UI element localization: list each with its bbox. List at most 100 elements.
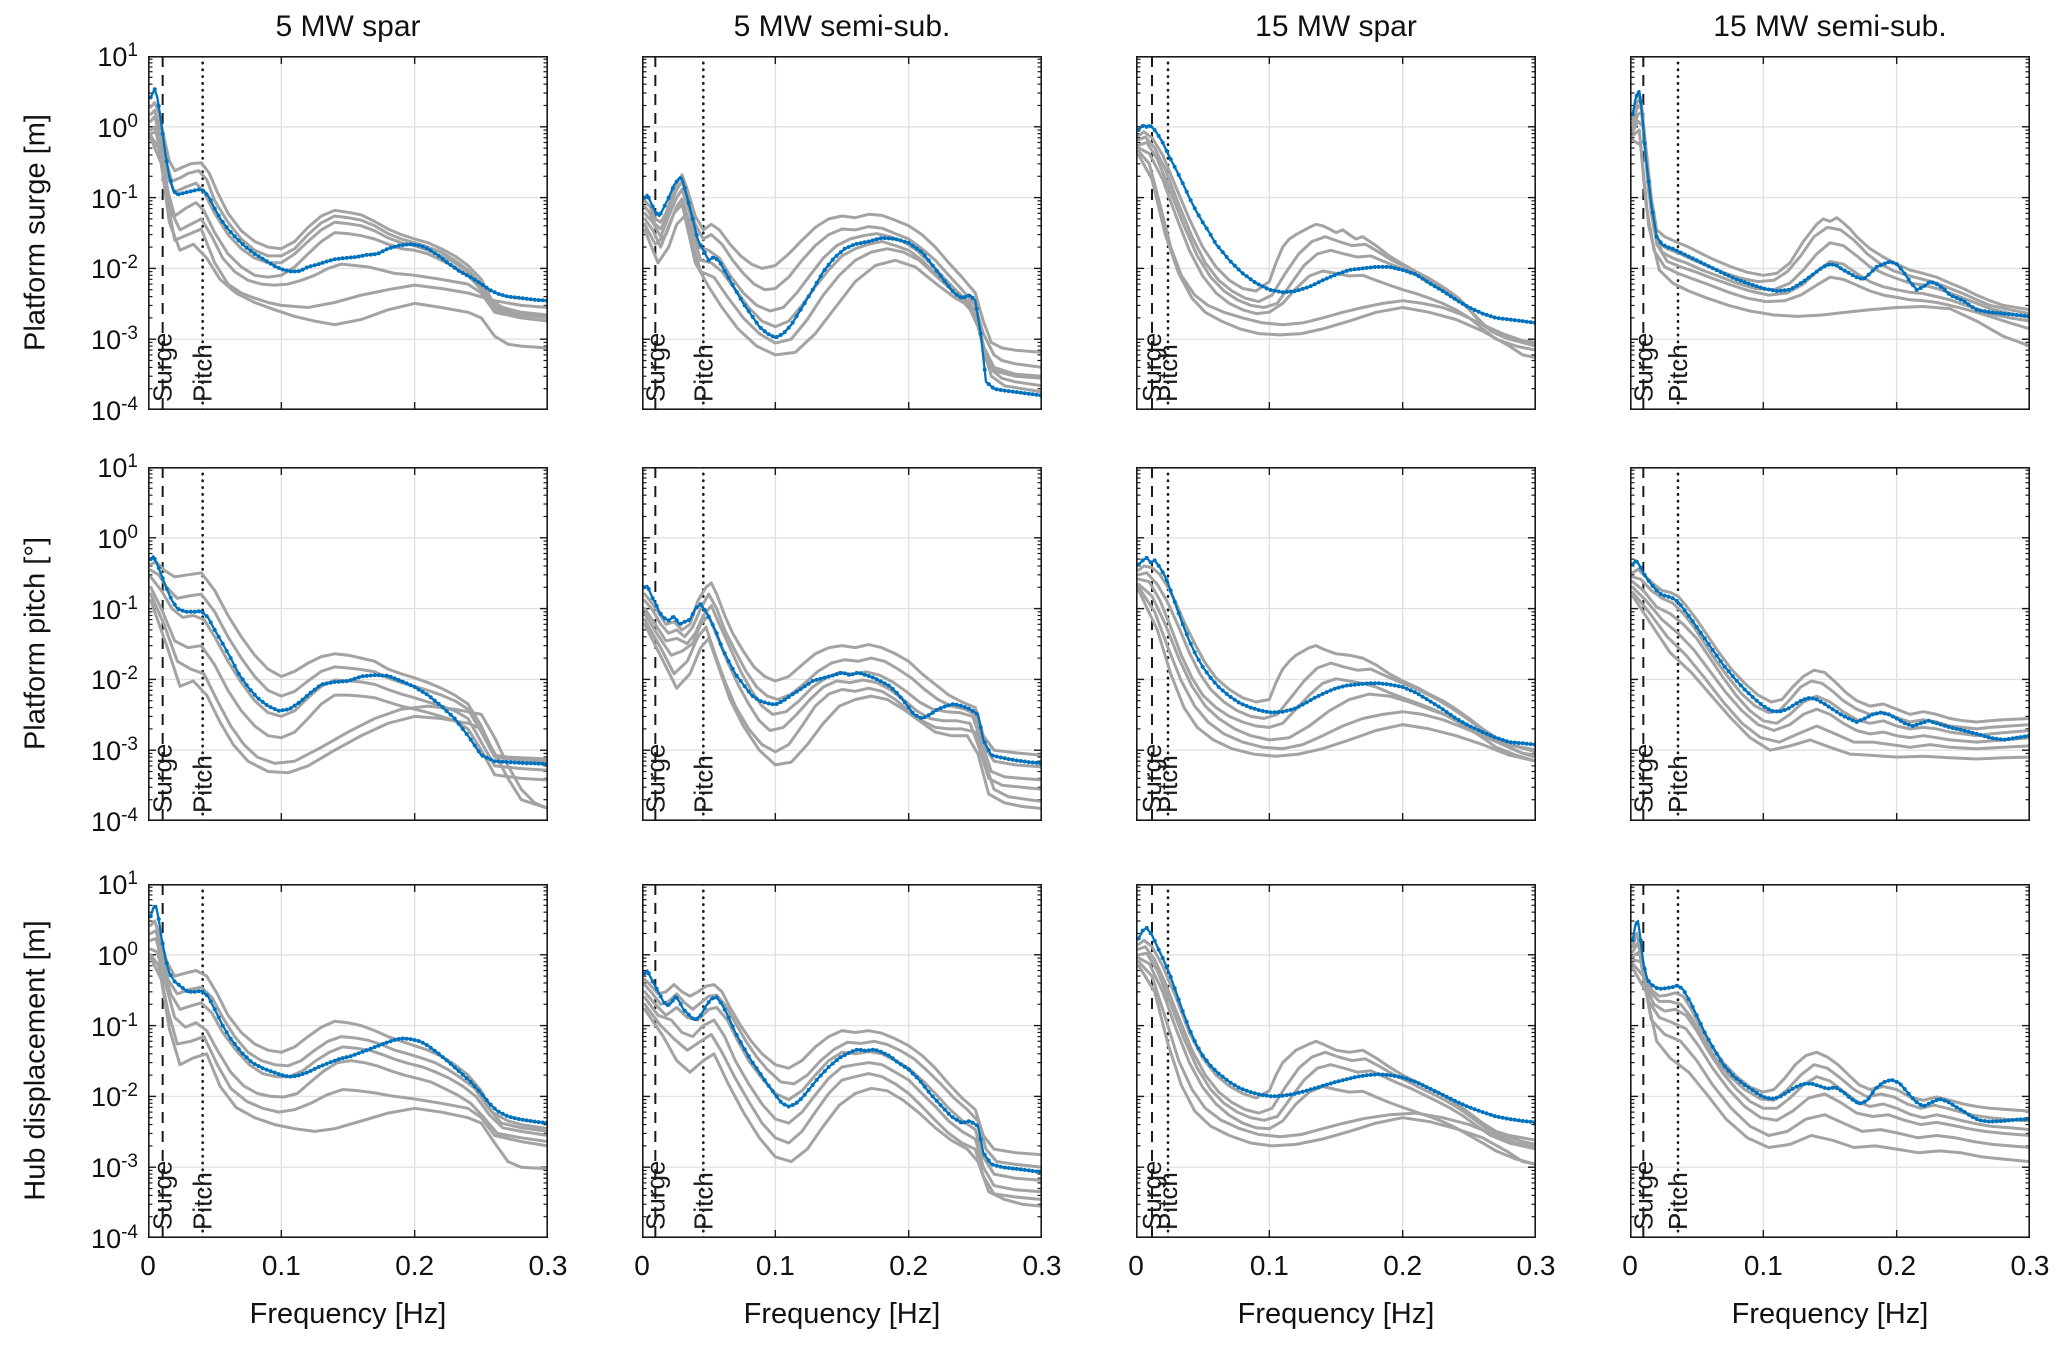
y-tick-label: 10-4 bbox=[91, 1222, 138, 1254]
ensemble-spectrum-line bbox=[1137, 146, 1536, 352]
x-tick-label: 0.2 bbox=[1877, 1250, 1917, 1281]
pitch-annotation: Pitch bbox=[188, 1172, 218, 1230]
ensemble-spectrum-line bbox=[643, 612, 1042, 791]
ensemble-spectrum-line bbox=[1137, 564, 1536, 752]
subplot-platform-15-mw-semi-sub-: Surge Pitch bbox=[1630, 467, 2030, 821]
median-spectrum-markers bbox=[1630, 93, 2030, 319]
x-tick-label: 0.2 bbox=[889, 1250, 929, 1281]
x-tick-label: 0.1 bbox=[755, 1250, 795, 1281]
pitch-annotation: Pitch bbox=[688, 755, 718, 813]
ensemble-spectrum-line bbox=[1631, 940, 2030, 1123]
ensemble-spectrum-line bbox=[1631, 102, 2030, 316]
median-spectrum-markers bbox=[148, 904, 548, 1125]
ensemble-spectrum-line bbox=[1137, 149, 1536, 344]
surge-annotation: Surge bbox=[1137, 744, 1167, 813]
subplot-platform-5-mw-semi-sub-: Surge Pitch bbox=[642, 56, 1042, 410]
ensemble-spectrum-line bbox=[1631, 585, 2030, 744]
ensemble-spectrum-line bbox=[643, 983, 1042, 1169]
ensemble-spectrum-line bbox=[149, 599, 548, 810]
surge-annotation: Surge bbox=[1630, 333, 1658, 402]
y-tick-label: 101 bbox=[97, 868, 138, 900]
median-spectrum-markers bbox=[1136, 555, 1536, 747]
surge-annotation: Surge bbox=[148, 1161, 178, 1230]
surge-annotation: Surge bbox=[642, 1161, 670, 1230]
ensemble-spectrum-line bbox=[643, 977, 1042, 1157]
x-tick-label: 0 bbox=[634, 1250, 650, 1281]
ensemble-spectrum-line bbox=[1631, 594, 2030, 761]
surge-annotation: Surge bbox=[642, 333, 670, 402]
plot-box bbox=[642, 56, 1042, 410]
ensemble-spectrum-line bbox=[1137, 571, 1536, 754]
y-tick-label: 10-4 bbox=[91, 805, 138, 837]
ensemble-spectrum-line bbox=[1137, 585, 1536, 757]
x-tick-label: 0.1 bbox=[261, 1250, 301, 1281]
pitch-annotation: Pitch bbox=[688, 344, 718, 402]
y-tick-label: 101 bbox=[97, 451, 138, 483]
pitch-annotation: Pitch bbox=[1153, 1172, 1183, 1230]
subplot-hub-5-mw-spar: Surge Pitch bbox=[148, 884, 548, 1238]
ensemble-spectrum-line bbox=[1137, 964, 1536, 1166]
surge-annotation: Surge bbox=[1630, 744, 1658, 813]
ensemble-spectrum-line bbox=[643, 592, 1042, 769]
x-axis-label: Frequency [Hz] bbox=[743, 1298, 941, 1330]
ensemble-spectrum-line bbox=[149, 953, 548, 1148]
ensemble-spectrum-line bbox=[1631, 95, 2030, 312]
ensemble-spectrum-line bbox=[1631, 590, 2030, 751]
x-tick-label: 0.3 bbox=[1516, 1250, 1556, 1281]
subplot-platform-5-mw-spar: Surge Pitch bbox=[148, 467, 548, 821]
y-tick-label: 10-2 bbox=[91, 663, 138, 696]
ensemble-spectrum-line bbox=[1137, 945, 1536, 1146]
median-spectrum-markers bbox=[1136, 925, 1536, 1125]
y-tick-label: 10-3 bbox=[91, 734, 138, 767]
y-tick-label: 100 bbox=[97, 110, 138, 143]
y-tick-label: 10-3 bbox=[91, 323, 138, 356]
y-axis-label: Hub displacement [m] bbox=[19, 920, 52, 1201]
ensemble-spectrum-line bbox=[643, 179, 1042, 369]
median-spectrum-markers bbox=[642, 585, 1042, 766]
ensemble-spectrum-line bbox=[1631, 950, 2030, 1132]
pitch-annotation: Pitch bbox=[1153, 755, 1183, 813]
x-tick-label: 0 bbox=[140, 1250, 156, 1281]
median-spectrum-markers bbox=[642, 971, 1042, 1174]
plot-box bbox=[1136, 56, 1536, 410]
ensemble-spectrum-line bbox=[643, 1002, 1042, 1201]
ensemble-spectrum-line bbox=[1631, 575, 2030, 731]
y-axis-label: Platform pitch [°] bbox=[19, 536, 52, 751]
plot-box bbox=[642, 884, 1042, 1238]
surge-annotation: Surge bbox=[1630, 1161, 1658, 1230]
ensemble-spectrum-line bbox=[1137, 960, 1536, 1149]
plot-box bbox=[1630, 884, 2030, 1238]
column-title: 5 MW semi-sub. bbox=[733, 10, 951, 43]
ensemble-spectrum-line bbox=[149, 136, 548, 350]
pitch-annotation: Pitch bbox=[1663, 1172, 1693, 1230]
y-tick-label: 10-2 bbox=[91, 252, 138, 285]
ensemble-spectrum-line bbox=[149, 568, 548, 763]
y-tick-label: 10-2 bbox=[91, 1080, 138, 1113]
plot-box bbox=[1136, 467, 1536, 821]
y-tick-label: 10-3 bbox=[91, 1151, 138, 1184]
ensemble-spectrum-line bbox=[149, 956, 548, 1171]
ensemble-spectrum-line bbox=[1631, 567, 2030, 724]
subplot-hub-15-mw-semi-sub-: Surge Pitch bbox=[1630, 884, 2030, 1238]
subplot-hub-5-mw-semi-sub-: Surge Pitch bbox=[642, 884, 1042, 1238]
ensemble-spectrum-line bbox=[1631, 966, 2030, 1164]
pitch-annotation: Pitch bbox=[688, 1172, 718, 1230]
ensemble-spectrum-line bbox=[1631, 580, 2030, 738]
x-tick-label: 0.3 bbox=[2010, 1250, 2050, 1281]
ensemble-spectrum-line bbox=[149, 947, 548, 1144]
x-tick-label: 0.2 bbox=[1383, 1250, 1423, 1281]
ensemble-spectrum-line bbox=[149, 592, 548, 810]
median-spectrum-line bbox=[1631, 89, 2030, 318]
median-spectrum-markers bbox=[1630, 921, 2030, 1124]
ensemble-spectrum-line bbox=[643, 995, 1042, 1194]
ensemble-spectrum-line bbox=[149, 929, 548, 1133]
ensemble-spectrum-line bbox=[1137, 589, 1536, 763]
ensemble-spectrum-line bbox=[643, 1007, 1042, 1208]
x-tick-label: 0 bbox=[1128, 1250, 1144, 1281]
subplot-platform-5-mw-spar: Surge Pitch bbox=[148, 56, 548, 410]
ensemble-spectrum-line bbox=[149, 134, 548, 309]
